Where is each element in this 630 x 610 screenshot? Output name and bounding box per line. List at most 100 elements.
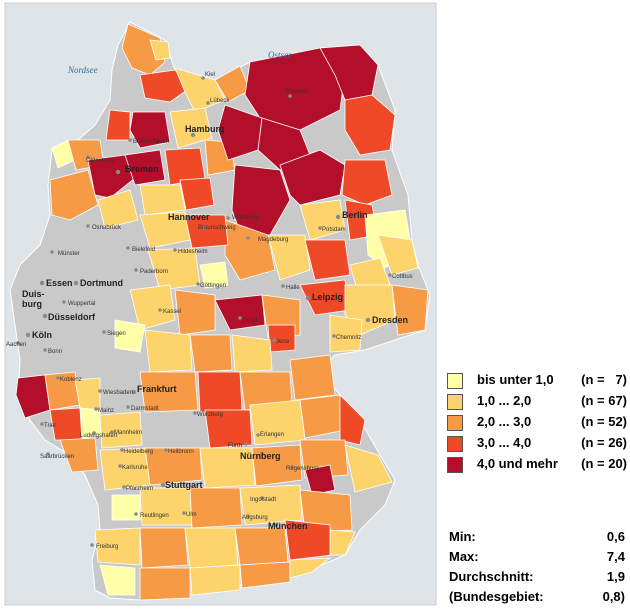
region — [224, 219, 276, 281]
region — [341, 159, 393, 206]
city-label-bremen: Bremen — [125, 164, 159, 174]
region — [139, 567, 191, 601]
legend-swatch — [447, 415, 463, 431]
city-label-reutlingen: Reutlingen — [140, 513, 169, 519]
city-label-pforzheim: Pforzheim — [126, 486, 153, 492]
legend-item: 4,0 und mehr (n = 20) — [447, 455, 627, 476]
region — [289, 557, 332, 579]
region — [99, 411, 143, 449]
city-label-dortmund: Dortmund — [80, 278, 123, 288]
city-label-kiel: Kiel — [205, 72, 215, 78]
city-label-wiesbaden: Wiesbaden — [103, 390, 133, 396]
stat-min: Min: 0,6 — [449, 529, 625, 549]
region — [114, 319, 146, 353]
region — [197, 371, 243, 413]
stat-label: (Bundesgebiet: — [449, 589, 544, 604]
legend-label: 3,0 ... 4,0 — [477, 435, 532, 450]
stat-value: 0,8) — [602, 589, 625, 604]
region — [204, 409, 253, 449]
stat-label: Max: — [449, 549, 479, 564]
region — [231, 334, 273, 373]
city-label-trier: Trier — [44, 423, 56, 429]
city-label-paderborn: Paderborn — [140, 269, 168, 275]
region — [139, 371, 199, 413]
region — [15, 374, 51, 419]
city-label-halle: Halle — [286, 285, 300, 291]
region — [344, 94, 396, 156]
city-label-cottbus: Cottbus — [392, 274, 413, 280]
region — [129, 111, 171, 149]
sea-label-nordsee: Nordsee — [67, 65, 98, 75]
legend-label: 2,0 ... 3,0 — [477, 414, 532, 429]
region — [344, 444, 393, 493]
stat-national: (Bundesgebiet: 0,8) — [449, 589, 625, 609]
city-label-potsdam: Potsdam — [322, 227, 346, 233]
city-label-erlangen: Erlangen — [260, 432, 284, 438]
stats-panel: Min: 0,6 Max: 7,4 Durchschnitt: 1,9 (Bun… — [449, 529, 625, 609]
city-label-regensburg: Regensburg — [286, 466, 319, 472]
region — [184, 527, 239, 569]
city-label-luebeck: Lübeck — [210, 98, 230, 104]
city-label-mannheim: Mannheim — [114, 430, 142, 436]
city-label-koblenz: Koblenz — [60, 377, 82, 383]
city-label-chemnitz: Chemnitz — [336, 335, 361, 341]
city-label-wolfsburg: Wolfsburg — [232, 215, 259, 221]
germany-choropleth-map: Nordsee Ostsee — [4, 2, 437, 606]
region — [239, 484, 303, 526]
city-label-darmstadt: Darmstadt — [131, 406, 159, 412]
region — [169, 107, 213, 149]
map-legend: bis unter 1,0 (n = 7) 1,0 ... 2,0 (n = 6… — [447, 371, 627, 476]
city-label-bremerhaven: Bremerhaven — [133, 139, 169, 145]
region — [149, 39, 171, 61]
region — [289, 354, 336, 401]
legend-swatch — [447, 457, 463, 473]
legend-item: 1,0 ... 2,0 (n = 67) — [447, 392, 627, 413]
region-patches — [15, 23, 429, 601]
region — [174, 289, 216, 336]
region — [299, 394, 346, 439]
region — [105, 109, 131, 141]
region — [147, 247, 201, 291]
city-label-kassel: Kassel — [163, 309, 181, 315]
region — [189, 487, 243, 529]
city-label-muenster: Münster — [58, 251, 80, 257]
city-label-siegen: Siegen — [107, 331, 126, 337]
city-label-essen: Essen — [46, 278, 73, 288]
legend-label: bis unter 1,0 — [477, 372, 554, 387]
city-labels: Kiel Lübeck Rostock Hamburg Bremerhaven … — [6, 72, 413, 550]
legend-swatch — [447, 373, 463, 389]
region — [339, 394, 366, 446]
city-label-stuttgart: Stuttgart — [165, 480, 203, 490]
city-label-ulm: Ulm — [186, 512, 197, 518]
region — [377, 234, 419, 276]
city-label-mainz: Mainz — [98, 408, 114, 414]
city-label-wuerzburg: Würzburg — [197, 412, 223, 418]
region — [249, 399, 306, 446]
stat-max: Max: 7,4 — [449, 549, 625, 569]
region — [139, 487, 193, 526]
stat-mean: Durchschnitt: 1,9 — [449, 569, 625, 589]
region — [251, 444, 303, 487]
legend-item: 2,0 ... 3,0 (n = 52) — [447, 413, 627, 434]
region — [329, 314, 363, 353]
region — [267, 234, 311, 281]
region — [174, 67, 226, 113]
city-label-goettingen: Göttingen — [200, 283, 226, 289]
region — [129, 284, 176, 331]
city-label-heilbronn: Heilbronn — [168, 449, 194, 455]
city-label-rostock: Rostock — [286, 89, 309, 95]
region — [111, 494, 141, 521]
region — [139, 184, 186, 216]
region — [217, 104, 263, 161]
region — [59, 437, 99, 473]
legend-swatch — [447, 394, 463, 410]
city-label-wuppertal: Wuppertal — [68, 301, 95, 307]
legend-item: 3,0 ... 4,0 (n = 26) — [447, 434, 627, 455]
city-label-augsburg: Augsburg — [242, 515, 268, 521]
region — [189, 564, 241, 596]
city-label-koeln: Köln — [32, 330, 52, 340]
region — [199, 447, 256, 489]
region — [304, 464, 336, 496]
region — [139, 69, 191, 103]
region — [124, 149, 166, 186]
